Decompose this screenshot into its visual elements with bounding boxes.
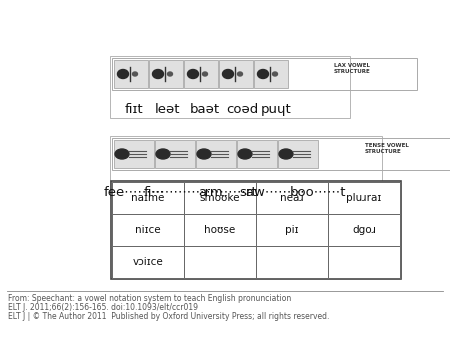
Ellipse shape [156, 149, 170, 159]
Ellipse shape [238, 149, 252, 159]
Bar [184, 246, 256, 278]
Bar [219, 60, 253, 88]
Text: coəd: coəd [226, 103, 258, 116]
Ellipse shape [202, 72, 207, 76]
Text: hoʊse: hoʊse [204, 225, 236, 235]
Ellipse shape [132, 72, 138, 76]
Bar [114, 140, 154, 168]
Bar [184, 182, 256, 214]
Bar [328, 214, 400, 246]
Ellipse shape [117, 70, 129, 78]
Bar [110, 136, 382, 198]
Ellipse shape [153, 70, 163, 78]
Bar [278, 140, 318, 168]
Text: naɪme: naɪme [131, 193, 165, 203]
Bar [237, 140, 277, 168]
Ellipse shape [188, 70, 198, 78]
Bar [155, 140, 195, 168]
Ellipse shape [273, 72, 278, 76]
Bar [149, 60, 183, 88]
Text: saw⋯⋯⋯: saw⋯⋯⋯ [239, 186, 305, 199]
Bar [256, 214, 328, 246]
Text: fi⋯⋯⋯⋯rm: fi⋯⋯⋯⋯rm [143, 186, 223, 199]
Ellipse shape [257, 70, 269, 78]
Text: pluɹraɪ: pluɹraɪ [346, 193, 382, 203]
Bar [256, 182, 328, 214]
Bar [110, 56, 350, 118]
Bar [112, 58, 417, 90]
Ellipse shape [222, 70, 234, 78]
Text: piɪ: piɪ [285, 225, 299, 235]
Bar [114, 60, 148, 88]
Ellipse shape [167, 72, 172, 76]
Bar [112, 214, 184, 246]
Ellipse shape [238, 72, 243, 76]
Ellipse shape [115, 149, 129, 159]
Bar [196, 140, 236, 168]
Text: fiɪt: fiɪt [125, 103, 143, 116]
Text: smoʊke: smoʊke [200, 193, 240, 203]
Text: From: Speechant: a vowel notation system to teach English pronunciation: From: Speechant: a vowel notation system… [8, 294, 291, 303]
Bar [112, 246, 184, 278]
Text: baət: baət [190, 103, 220, 116]
Text: TENSE VOWEL
STRUCTURE: TENSE VOWEL STRUCTURE [365, 143, 409, 154]
Text: puɥt: puɥt [261, 103, 292, 116]
Text: boo⋯⋯t: boo⋯⋯t [290, 186, 346, 199]
Text: vɔiɪce: vɔiɪce [133, 257, 163, 267]
Bar [254, 60, 288, 88]
Text: LAX VOWEL
STRUCTURE: LAX VOWEL STRUCTURE [334, 63, 371, 74]
Bar [328, 246, 400, 278]
Text: leət: leət [155, 103, 181, 116]
Text: neaɹ: neaɹ [280, 193, 304, 203]
Ellipse shape [279, 149, 293, 159]
Text: dgoɹ: dgoɹ [352, 225, 376, 235]
Bar [184, 214, 256, 246]
Bar [256, 246, 328, 278]
Ellipse shape [197, 149, 211, 159]
Text: ELT J. 2011;66(2):156-165. doi:10.1093/elt/ccr019: ELT J. 2011;66(2):156-165. doi:10.1093/e… [8, 303, 198, 312]
Text: niɪce: niɪce [135, 225, 161, 235]
Bar [112, 182, 184, 214]
Bar [111, 181, 401, 279]
Text: a⋯⋯⋯rt: a⋯⋯⋯rt [199, 186, 257, 199]
Text: ELT J | © The Author 2011  Published by Oxford University Press; all rights rese: ELT J | © The Author 2011 Published by O… [8, 312, 329, 321]
Bar [112, 138, 450, 170]
Bar [328, 182, 400, 214]
Text: fee⋯⋯⋯: fee⋯⋯⋯ [104, 186, 165, 199]
Bar [184, 60, 218, 88]
